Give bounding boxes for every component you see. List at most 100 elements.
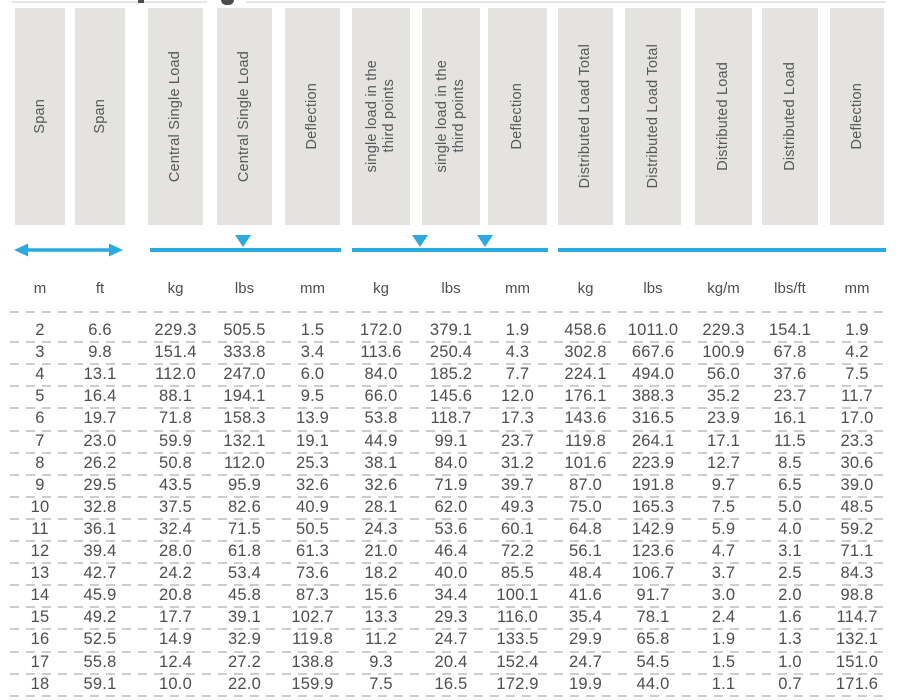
table-cell: 49.2 bbox=[83, 608, 117, 627]
table-cell: 4 bbox=[35, 365, 45, 384]
table-cell: 60.1 bbox=[501, 519, 534, 538]
table-cell: 165.3 bbox=[631, 497, 675, 516]
unit-label: kg bbox=[167, 280, 184, 297]
table-cell: 1.5 bbox=[300, 321, 325, 339]
table-cell: 247.0 bbox=[223, 365, 266, 384]
table-cell: 64.8 bbox=[569, 519, 602, 538]
table-cell: 45.9 bbox=[83, 586, 117, 605]
table-cell: 35.4 bbox=[569, 608, 602, 627]
column-header-label: Distributed Load bbox=[715, 62, 731, 171]
unit-label: ft bbox=[95, 280, 105, 297]
table-cell: 13.9 bbox=[296, 409, 329, 428]
artifact-mark bbox=[138, 0, 144, 3]
column-header: Central Single Load bbox=[148, 8, 203, 225]
column-header-label: Central Single Load bbox=[167, 50, 183, 183]
table-cell: 24.7 bbox=[434, 630, 468, 649]
table-cell: 66.0 bbox=[364, 387, 398, 406]
load-legend-band bbox=[14, 235, 886, 257]
table-cell: 1.5 bbox=[711, 652, 736, 671]
table-cell: 48.5 bbox=[840, 497, 874, 516]
table-cell: 9.8 bbox=[88, 343, 112, 362]
table-cell: 9.5 bbox=[300, 387, 325, 406]
table-cell: 1.9 bbox=[711, 630, 736, 649]
table-cell: 56.0 bbox=[707, 365, 740, 384]
table-cell: 229.3 bbox=[702, 321, 745, 339]
table-cell: 6 bbox=[35, 409, 45, 428]
table-cell: 21.0 bbox=[364, 542, 398, 560]
artifact-strip bbox=[12, 1, 207, 3]
table-cell: 133.5 bbox=[496, 630, 539, 649]
unit-label: kg bbox=[373, 280, 389, 297]
table-row: 6 19.7 71.8 158.3 13.9 53.8 118.7 17.3 143.6 316.… bbox=[0, 407, 902, 429]
table-cell: 9.7 bbox=[711, 475, 736, 494]
table-cell: 3.7 bbox=[711, 564, 736, 583]
table-cell: 1.0 bbox=[778, 652, 802, 671]
table-row: 15 49.2 17.7 39.1 102.7 13.3 29.3 116.0 35.4 78.1… bbox=[0, 606, 902, 628]
table-cell: 44.0 bbox=[636, 674, 670, 693]
unit-label: lbs bbox=[441, 280, 461, 297]
table-cell: 27.2 bbox=[228, 652, 261, 671]
column-header-label: Central Single Load bbox=[236, 50, 252, 183]
table-cell: 388.3 bbox=[631, 387, 675, 406]
table-cell: 59.2 bbox=[840, 519, 874, 538]
column-header: Distributed Load Total bbox=[625, 8, 681, 225]
table-cell: 2.5 bbox=[778, 564, 802, 583]
table-cell: 15 bbox=[30, 608, 50, 627]
table-cell: 250.4 bbox=[429, 343, 473, 362]
column-header: Span bbox=[75, 8, 125, 225]
column-header: Span bbox=[15, 8, 65, 225]
table-cell: 73.6 bbox=[296, 564, 329, 583]
row-separator bbox=[10, 451, 890, 454]
table-cell: 172.9 bbox=[496, 674, 539, 693]
table-cell: 13 bbox=[30, 564, 50, 583]
table-cell: 302.8 bbox=[564, 343, 607, 362]
row-separator bbox=[10, 517, 890, 520]
table-cell: 112.0 bbox=[154, 365, 197, 384]
row-separator bbox=[10, 473, 890, 476]
table-cell: 16.5 bbox=[434, 674, 468, 693]
table-cell: 16.1 bbox=[773, 409, 807, 428]
table-cell: 95.9 bbox=[228, 475, 261, 494]
table-cell: 494.0 bbox=[631, 365, 675, 384]
table-cell: 87.0 bbox=[569, 475, 602, 494]
table-cell: 53.4 bbox=[228, 564, 261, 583]
table-cell: 13.3 bbox=[364, 608, 398, 627]
down-triangle-icon bbox=[412, 235, 428, 247]
table-cell: 8 bbox=[35, 453, 45, 472]
table-cell: 50.5 bbox=[296, 519, 329, 538]
table-cell: 100.9 bbox=[702, 343, 745, 362]
table-cell: 191.8 bbox=[631, 475, 675, 494]
table-cell: 4.0 bbox=[778, 519, 802, 538]
table-cell: 154.1 bbox=[768, 321, 812, 339]
table-cell: 49.3 bbox=[501, 497, 534, 516]
table-cell: 3 bbox=[35, 343, 45, 362]
table-cell: 32.9 bbox=[228, 630, 261, 649]
table-cell: 19.7 bbox=[83, 409, 117, 428]
column-header-label: Distributed Load bbox=[781, 62, 798, 171]
table-cell: 132.1 bbox=[835, 630, 879, 649]
table-cell: 194.1 bbox=[223, 387, 266, 406]
table-cell: 100.1 bbox=[496, 586, 539, 605]
table-cell: 32.6 bbox=[364, 475, 398, 494]
row-separator bbox=[10, 584, 890, 587]
table-cell: 15.6 bbox=[364, 586, 398, 605]
table-cell: 1.9 bbox=[845, 321, 869, 339]
table-cell: 28.0 bbox=[159, 542, 192, 560]
row-separator bbox=[10, 672, 890, 675]
table-cell: 12.4 bbox=[159, 652, 192, 671]
table-cell: 48.4 bbox=[569, 564, 602, 583]
table-cell: 31.2 bbox=[501, 453, 534, 472]
table-cell: 16 bbox=[30, 630, 50, 649]
row-separator bbox=[10, 495, 890, 498]
table-cell: 102.7 bbox=[291, 608, 334, 627]
table-cell: 59.9 bbox=[159, 431, 192, 450]
column-header-label: Distributed Load Total bbox=[644, 44, 661, 189]
row-separator bbox=[10, 407, 890, 410]
row-separator bbox=[10, 341, 890, 344]
row-separator bbox=[10, 606, 890, 609]
column-header: Distributed Load bbox=[695, 8, 752, 225]
table-cell: 1.1 bbox=[711, 674, 736, 693]
table-cell: 12.0 bbox=[501, 387, 534, 406]
column-header-label: Deflection bbox=[509, 83, 525, 150]
table-cell: 1.6 bbox=[778, 608, 802, 627]
